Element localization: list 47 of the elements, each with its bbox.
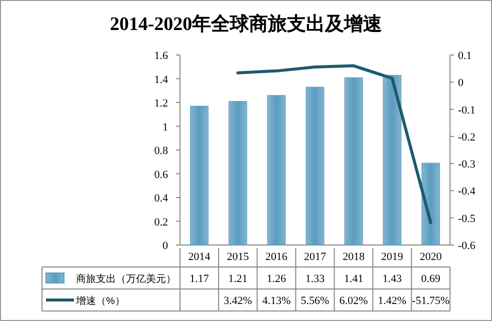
y2-tick-label: 0.1 — [458, 50, 472, 62]
data-label: 1.26 — [266, 273, 287, 285]
data-label: 1.41 — [344, 273, 364, 285]
x-tick-label: 2015 — [226, 251, 250, 263]
data-label: 0.69 — [421, 273, 441, 285]
y2-tick-label: 0 — [458, 77, 464, 90]
y2-tick-label: -0.1 — [458, 104, 476, 116]
bar — [344, 77, 363, 246]
y-tick-label: 1.4 — [154, 74, 168, 86]
y2-tick-label: -0.4 — [458, 186, 476, 198]
y2-tick-label: -0.3 — [458, 158, 476, 171]
bar — [306, 86, 324, 246]
x-tick-label: 2014 — [188, 251, 211, 263]
x-tick-label: 2020 — [420, 251, 442, 263]
x-tick-label: 2017 — [304, 251, 326, 263]
data-label: 1.21 — [228, 273, 248, 285]
y-tick-label: 0.8 — [154, 145, 168, 157]
bar — [382, 74, 402, 246]
y2-tick-label: -0.6 — [458, 240, 476, 252]
y-tick-label: 0.6 — [154, 168, 168, 181]
data-label: -51.75% — [412, 295, 450, 307]
bar — [228, 101, 248, 246]
chart-title: 2014-2020年全球商旅支出及增速 — [110, 13, 382, 35]
data-label: 5.56% — [300, 295, 330, 307]
x-tick-label: 2019 — [381, 251, 404, 263]
data-label: 1.17 — [190, 273, 210, 285]
y2-tick-label: -0.5 — [458, 212, 476, 225]
x-tick-label: 2018 — [342, 251, 366, 263]
data-label: 1.33 — [305, 273, 326, 285]
bar — [267, 95, 286, 246]
data-label: 1.43 — [382, 273, 402, 285]
data-label: 3.42% — [224, 295, 252, 307]
data-label: 1.42% — [378, 295, 406, 307]
data-label: 6.02% — [339, 295, 368, 307]
data-label: 4.13% — [262, 295, 291, 307]
bar — [190, 106, 209, 246]
x-tick-label: 2016 — [265, 251, 288, 263]
y-tick-label: 0.2 — [154, 216, 168, 228]
y-tick-label: 1 — [162, 121, 168, 134]
bar — [421, 162, 440, 246]
legend-label: 商旅支出（万亿美元） — [76, 273, 176, 285]
y-tick-label: 0.4 — [154, 192, 168, 204]
y2-tick-label: -0.2 — [458, 131, 476, 144]
y-tick-label: 1.2 — [154, 98, 168, 110]
y-tick-label: 1.6 — [154, 50, 168, 62]
y-tick-label: 0 — [162, 240, 168, 252]
legend-label: 增速（%） — [75, 295, 125, 307]
